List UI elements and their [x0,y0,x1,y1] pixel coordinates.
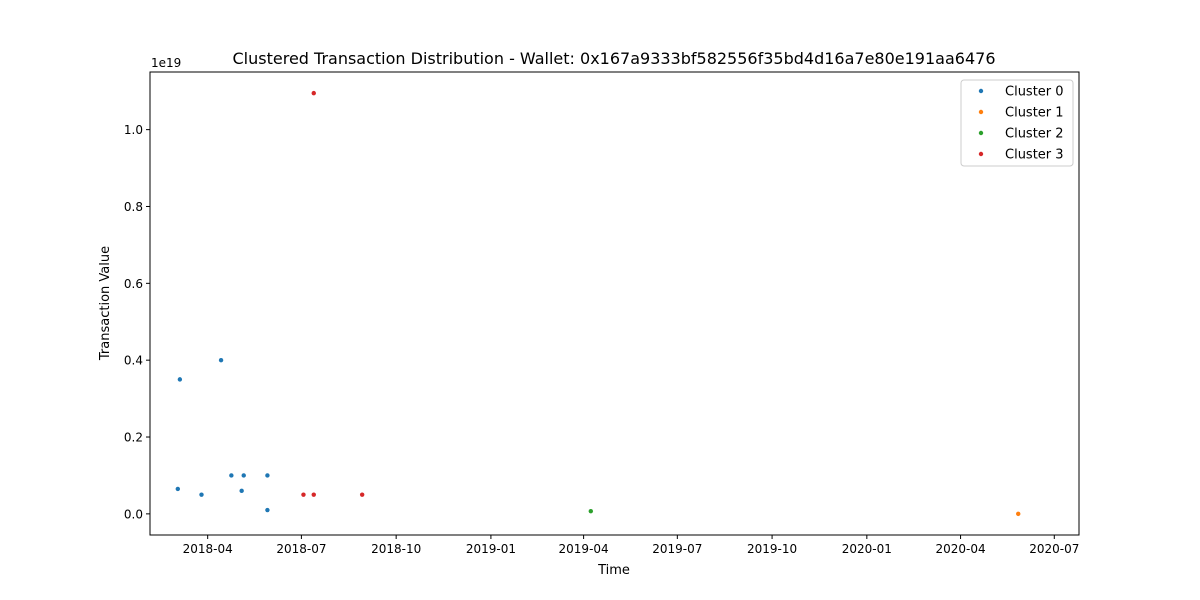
y-tick-label: 0.2 [124,431,143,445]
legend-label-cluster-0: Cluster 0 [1005,85,1064,100]
x-tick-label: 2020-04 [935,542,985,556]
plot-area-frame [149,71,1080,536]
x-tick-label: 2020-01 [842,542,892,556]
x-tick-label: 2018-04 [183,542,233,556]
chart-title: Clustered Transaction Distribution - Wal… [233,49,996,68]
y-tick-label: 0.0 [124,507,143,521]
x-tick-label: 2019-04 [559,542,609,556]
data-points [175,90,1021,517]
legend-label-cluster-1: Cluster 1 [1005,106,1064,121]
data-point-cluster-1 [1016,511,1021,517]
legend-label-cluster-2: Cluster 2 [1005,127,1064,142]
y-tick-label: 0.8 [124,200,143,214]
data-point-cluster-0 [239,488,244,494]
data-point-cluster-0 [241,473,246,478]
legend-marker-cluster-1 [978,109,984,115]
data-point-cluster-0 [177,377,183,382]
legend-marker-cluster-0 [978,88,984,94]
data-point-cluster-0 [265,507,270,513]
data-point-cluster-3 [301,492,306,497]
data-point-cluster-2 [588,508,594,514]
y-axis-ticks: 0.0 0.2 0.4 0.6 0.8 1.0 [124,123,150,521]
x-tick-label: 2019-10 [747,542,797,556]
x-tick-label: 2019-07 [652,542,702,556]
data-point-cluster-3 [359,492,365,497]
y-tick-label: 1.0 [124,123,143,137]
data-point-cluster-0 [218,357,224,363]
x-tick-label: 2018-07 [276,542,326,556]
x-tick-label: 2020-07 [1029,542,1079,556]
x-tick-label: 2018-10 [371,542,421,556]
y-offset-label: 1e19 [151,56,181,70]
x-axis-label: Time [597,563,630,578]
legend-label-cluster-3: Cluster 3 [1005,148,1064,163]
data-point-cluster-0 [199,492,204,497]
y-tick-label: 0.4 [124,354,143,368]
legend-marker-cluster-3 [978,151,984,157]
data-point-cluster-0 [265,473,270,478]
data-point-cluster-3 [311,90,316,96]
data-point-cluster-0 [175,486,181,492]
y-axis-label: Transaction Value [98,246,113,361]
legend-marker-cluster-2 [978,130,984,136]
data-point-cluster-3 [311,492,316,497]
x-axis-ticks: 2018-04 2018-07 2018-10 2019-01 2019-04 2019-… [183,535,1079,556]
legend-box [960,79,1074,167]
legend: Cluster 0 Cluster 1 Cluster 2 Cluster 3 [960,79,1074,167]
x-tick-label: 2019-01 [466,542,516,556]
y-tick-label: 0.6 [124,277,143,291]
data-point-cluster-0 [229,473,234,478]
